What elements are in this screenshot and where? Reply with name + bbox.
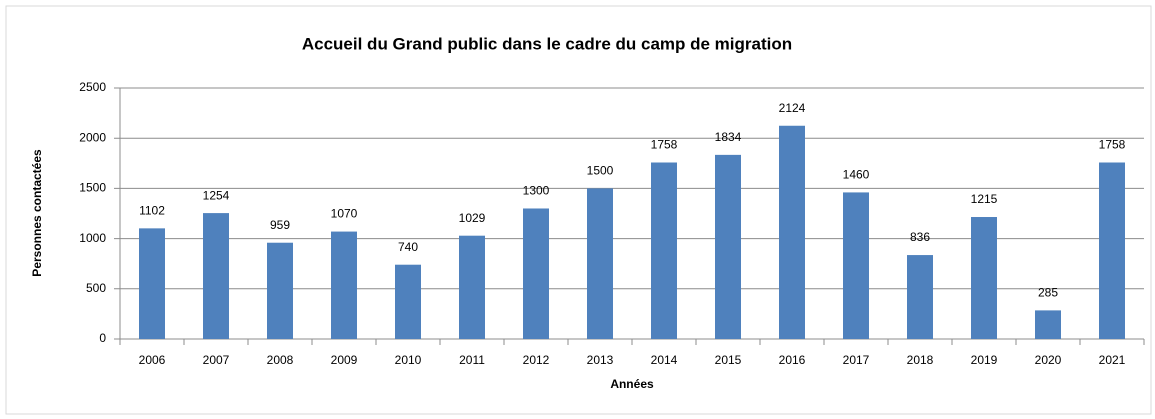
data-label: 1070 — [331, 207, 358, 221]
bar — [715, 154, 741, 339]
y-tick-label: 1500 — [79, 181, 106, 195]
bar — [395, 264, 421, 339]
data-label: 1758 — [651, 138, 678, 152]
bar — [139, 228, 165, 339]
bar — [267, 242, 293, 339]
x-tick-label: 2016 — [779, 353, 806, 367]
data-label: 836 — [910, 230, 930, 244]
x-tick-label: 2020 — [1035, 353, 1062, 367]
data-label: 1254 — [203, 188, 230, 202]
bar — [843, 192, 869, 339]
x-tick-label: 2015 — [715, 353, 742, 367]
x-tick-label: 2021 — [1099, 353, 1126, 367]
x-tick-label: 2008 — [267, 353, 294, 367]
bar — [523, 208, 549, 339]
data-label: 1460 — [843, 168, 870, 182]
data-label: 1300 — [523, 184, 550, 198]
data-label: 1102 — [139, 204, 165, 218]
bar — [907, 255, 933, 339]
bar — [459, 235, 485, 339]
chart-title: Accueil du Grand public dans le cadre du… — [302, 34, 792, 53]
x-axis-label: Années — [610, 377, 654, 391]
bar — [331, 231, 357, 339]
y-tick-label: 2000 — [79, 130, 106, 144]
data-label: 959 — [270, 218, 290, 232]
data-label: 1834 — [715, 130, 742, 144]
chart-frame — [5, 5, 1152, 415]
data-label: 1215 — [971, 192, 998, 206]
data-label: 1758 — [1099, 138, 1126, 152]
x-tick-label: 2010 — [395, 353, 422, 367]
y-tick-label: 500 — [86, 281, 106, 295]
data-label: 1029 — [459, 211, 486, 225]
bar — [1099, 162, 1125, 339]
bar — [651, 162, 677, 339]
x-tick-label: 2007 — [203, 353, 230, 367]
x-tick-label: 2017 — [843, 353, 870, 367]
x-tick-label: 2019 — [971, 353, 998, 367]
y-axis-label: Personnes contactées — [30, 149, 44, 277]
bar — [587, 188, 613, 339]
bar — [971, 217, 997, 339]
y-tick-label: 1000 — [79, 231, 106, 245]
x-tick-label: 2018 — [907, 353, 934, 367]
data-label: 1500 — [587, 164, 614, 178]
x-tick-label: 2012 — [523, 353, 550, 367]
bar — [203, 213, 229, 339]
bar — [779, 125, 805, 339]
x-tick-label: 2009 — [331, 353, 358, 367]
y-tick-label: 0 — [99, 331, 106, 345]
data-label: 740 — [398, 240, 418, 254]
y-tick-label: 2500 — [79, 80, 106, 94]
x-tick-label: 2011 — [459, 353, 485, 367]
x-tick-label: 2013 — [587, 353, 614, 367]
x-tick-label: 2006 — [139, 353, 166, 367]
bar — [1035, 310, 1061, 339]
data-label: 2124 — [779, 101, 806, 115]
x-tick-label: 2014 — [651, 353, 678, 367]
data-label: 285 — [1038, 286, 1058, 300]
